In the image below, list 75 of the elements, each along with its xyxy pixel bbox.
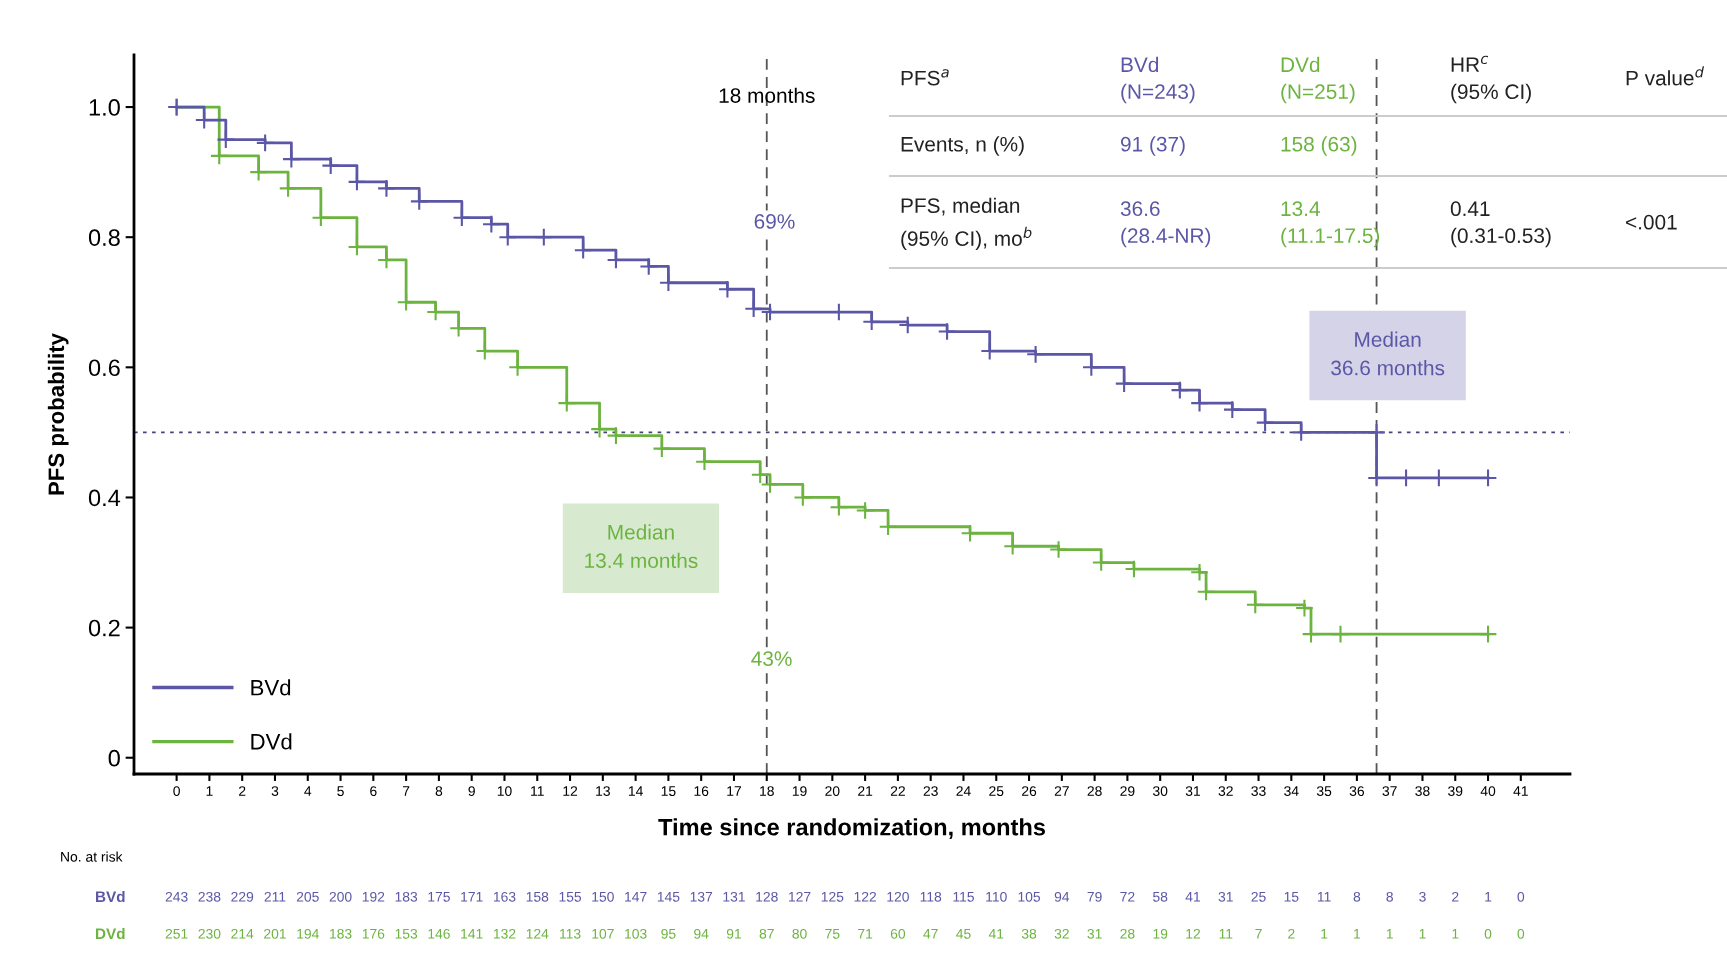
ref-line-label: 18 months — [719, 87, 815, 103]
x-tick-label: 10 — [497, 786, 512, 797]
x-tick-label: 36 — [1349, 786, 1365, 797]
x-tick-label: 27 — [1054, 786, 1069, 796]
x-tick-label: 24 — [956, 786, 971, 796]
annotation: Events, n (%) — [901, 136, 1024, 156]
x-tick-label: 7 — [402, 786, 410, 796]
x-tick-label: 8 — [435, 786, 443, 797]
y-tick-label: 0.4 — [88, 489, 121, 507]
x-tick-label: 2 — [239, 786, 246, 796]
x-tick-label: 15 — [661, 786, 676, 797]
x-tick-label: 12 — [563, 786, 578, 796]
x-tick-label: 38 — [1415, 786, 1430, 797]
x-tick-label: 5 — [337, 786, 344, 797]
legend-label: BVd — [251, 679, 291, 696]
x-tick-label: 22 — [890, 786, 905, 796]
annotation: PFS$^{a}$ — [901, 69, 949, 86]
y-tick-label: 1.0 — [89, 99, 120, 116]
annotation: 43% — [751, 651, 792, 666]
x-tick-label: 16 — [694, 786, 709, 797]
x-tick-label: 29 — [1120, 786, 1135, 797]
text: HR$^{c}$ (95% CI) — [1451, 55, 1531, 104]
x-tick-label: 35 — [1316, 786, 1332, 797]
annotation: DVd (N=251) — [1281, 56, 1355, 104]
x-tick-label: 26 — [1022, 786, 1037, 797]
x-tick-label: 33 — [1251, 786, 1266, 797]
annotation: 0.41 (0.31-0.53) — [1450, 201, 1551, 248]
annotation: 36.6 (28.4-NR) — [1120, 201, 1211, 248]
x-tick-label: 32 — [1218, 786, 1233, 797]
x-tick-label: 41 — [1513, 786, 1528, 796]
text: 251 230 214 201 194 183 176 153 146 141 132 124 113 107 103 95 94 91 87 80 75 71 60 47 45 41 38 32 31 28 19 12 11 7 2 1 1 1 1 1 0 0 — [165, 928, 1525, 939]
legend-label: DVd — [251, 733, 292, 750]
x-tick-label: 37 — [1382, 786, 1397, 797]
annotation: 91 (37) — [1120, 136, 1185, 156]
x-tick-label: 1 — [206, 786, 213, 796]
x-tick-label: 9 — [468, 786, 475, 797]
x-tick-label: 28 — [1087, 786, 1102, 797]
x-tick-label: 39 — [1448, 786, 1463, 797]
annotation: PFS, median (95% CI), mo$^{b}$ — [901, 197, 1032, 251]
x-tick-label: 11 — [531, 786, 544, 796]
x-tick-label: 19 — [792, 786, 807, 797]
x-tick-label: 23 — [923, 786, 938, 797]
y-tick-label: 0.6 — [88, 359, 120, 377]
annotation: BVd (N=243) — [1121, 56, 1195, 104]
x-tick-label: 34 — [1284, 786, 1299, 797]
annotation: 13.4 (11.1-17.5) — [1281, 201, 1380, 248]
annotation: 158 (63) — [1281, 136, 1357, 156]
y-tick-label: 0.8 — [88, 229, 120, 246]
x-tick-label: 31 — [1185, 786, 1201, 797]
annotation: Median 36.6 months — [1331, 331, 1445, 376]
x-tick-label: 6 — [370, 786, 377, 797]
annotation: Median 13.4 months — [585, 524, 698, 569]
x-tick-label: 14 — [628, 786, 643, 796]
x-tick-label: 18 — [760, 786, 774, 797]
y-tick-label: 0 — [108, 749, 120, 767]
text: <.001 — [1626, 214, 1677, 230]
text: 243 238 229 211 205 200 192 183 175 171 163 158 155 150 147 145 137 131 128 127 125 122 120 118 115 110 105 94 79 72 58 41 31 25 15 11 8 8 3 2 1 0 — [165, 891, 1525, 902]
text: BVd — [96, 890, 125, 903]
x-tick-label: 0 — [173, 786, 180, 797]
x-tick-label: 3 — [271, 786, 279, 797]
y-tick-label: 0.2 — [88, 619, 120, 637]
text: DVd — [96, 927, 125, 940]
x-tick-label: 20 — [825, 786, 840, 797]
y-axis-title: PFS probability — [47, 333, 69, 495]
x-tick-label: 13 — [596, 786, 610, 797]
x-tick-label: 40 — [1480, 786, 1496, 797]
x-tick-label: 25 — [989, 786, 1004, 797]
x-tick-label: 21 — [858, 786, 873, 796]
x-axis-title: Time since randomization, months — [658, 818, 1045, 839]
x-tick-label: 17 — [727, 786, 741, 796]
annotation: 69% — [754, 214, 795, 229]
text: No. at risk — [61, 851, 123, 862]
x-tick-label: 30 — [1152, 786, 1168, 797]
text: P value$^{d}$ — [1626, 66, 1705, 86]
x-tick-label: 4 — [304, 786, 312, 796]
